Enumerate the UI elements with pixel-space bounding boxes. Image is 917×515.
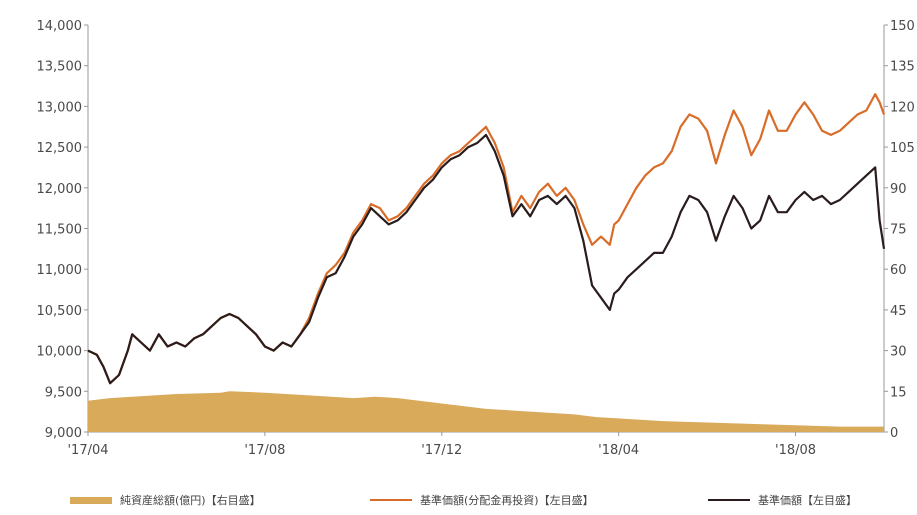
- y-tick-label-right: 90: [890, 182, 907, 197]
- y-tick-label-left: 9,500: [45, 385, 82, 400]
- legend-item-net-assets: 純資産総額(億円)【右目盛】: [70, 492, 261, 508]
- x-tick-label: '17/12: [421, 443, 462, 458]
- chart-svg: 9,000 9,500 10,000 10,500 11,000 11,500 12,000…: [37, 19, 915, 458]
- y-tick-label-right: 60: [890, 263, 907, 278]
- y-tick-label-left: 14,000: [37, 19, 83, 34]
- y-tick-label-left: 11,500: [37, 223, 83, 238]
- x-tick-label: '17/08: [244, 443, 285, 458]
- y-tick-label-right: 120: [890, 100, 915, 115]
- legend-swatch-nav: [708, 499, 750, 501]
- y-tick-label-left: 13,000: [37, 100, 83, 115]
- series-area-net-assets: [88, 391, 884, 432]
- series-line-nav: [87, 133, 886, 385]
- legend-item-nav-reinvested: 基準価額(分配金再投資)【左目盛】: [370, 492, 594, 508]
- y-tick-label-right: 30: [890, 345, 907, 360]
- y-tick-label-right: 135: [890, 60, 915, 75]
- y-tick-label-left: 9,000: [45, 426, 82, 441]
- series-line-nav-reinvested: [87, 93, 886, 385]
- legend: 純資産総額(億円)【右目盛】 基準価額(分配金再投資)【左目盛】 基準価額【左目…: [0, 492, 917, 514]
- tick-labels-group: 9,000 9,500 10,000 10,500 11,000 11,500 12,000…: [37, 19, 915, 458]
- x-tick-label: '17/04: [67, 443, 108, 458]
- x-tick-label: '18/04: [598, 443, 639, 458]
- legend-label-nav: 基準価額【左目盛】: [758, 494, 857, 507]
- y-tick-label-left: 11,000: [37, 263, 83, 278]
- y-tick-label-right: 15: [890, 385, 907, 400]
- x-tick-label: '18/08: [775, 443, 816, 458]
- y-tick-label-left: 12,000: [37, 182, 83, 197]
- y-tick-label-right: 75: [890, 223, 907, 238]
- y-tick-label-left: 12,500: [37, 141, 83, 156]
- legend-label-nav-reinvested: 基準価額(分配金再投資)【左目盛】: [420, 494, 594, 507]
- axes-group: [84, 24, 888, 436]
- y-tick-label-right: 150: [890, 19, 915, 34]
- marks-group: [87, 93, 886, 432]
- y-tick-label-right: 45: [890, 304, 907, 319]
- y-tick-label-left: 10,000: [37, 345, 83, 360]
- legend-item-nav: 基準価額【左目盛】: [708, 492, 857, 508]
- legend-label-net-assets: 純資産総額(億円)【右目盛】: [120, 494, 261, 507]
- y-tick-label-right: 0: [890, 426, 898, 441]
- y-tick-label-left: 13,500: [37, 60, 83, 75]
- legend-swatch-net-assets: [70, 496, 112, 504]
- y-tick-label-right: 105: [890, 141, 915, 156]
- y-tick-label-left: 10,500: [37, 304, 83, 319]
- legend-swatch-nav-reinvested: [370, 499, 412, 501]
